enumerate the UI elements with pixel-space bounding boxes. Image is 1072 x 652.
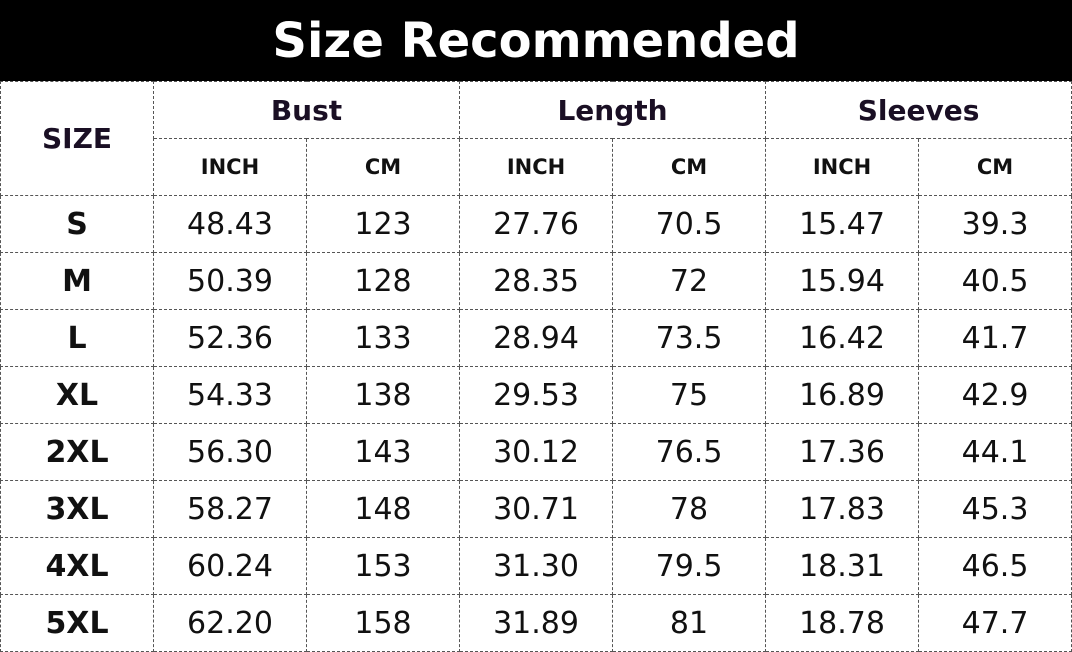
- length-group-header: Length: [459, 81, 767, 139]
- table-row: 4XL 60.24 153 31.30 79.5 18.31 46.5: [0, 537, 1072, 595]
- unit-header: INCH: [153, 138, 307, 196]
- table-cell: 28.35: [459, 252, 614, 310]
- table-cell: 75: [612, 366, 767, 424]
- table-row: S 48.43 123 27.76 70.5 15.47 39.3: [0, 195, 1072, 253]
- table-cell: 45.3: [918, 480, 1072, 538]
- table-row: XL 54.33 138 29.53 75 16.89 42.9: [0, 366, 1072, 424]
- table-cell: 48.43: [153, 195, 307, 253]
- table-cell: 72: [612, 252, 767, 310]
- table-row: 5XL 62.20 158 31.89 81 18.78 47.7: [0, 594, 1072, 652]
- table-cell: 16.89: [765, 366, 920, 424]
- table-cell: 73.5: [612, 309, 767, 367]
- unit-header: CM: [612, 138, 767, 196]
- table-cell: 46.5: [918, 537, 1072, 595]
- table-cell: 148: [305, 480, 461, 538]
- table-cell: 54.33: [153, 366, 307, 424]
- table-cell: 30.71: [459, 480, 614, 538]
- table-cell: 56.30: [153, 423, 307, 481]
- size-label: S: [0, 195, 154, 253]
- table-cell: 39.3: [918, 195, 1072, 253]
- table-cell: 158: [305, 594, 461, 652]
- bust-group-header: Bust: [152, 81, 461, 139]
- table-cell: 123: [305, 195, 461, 253]
- table-cell: 78: [612, 480, 767, 538]
- unit-header-row: INCH CM INCH CM INCH CM: [1, 138, 1072, 196]
- unit-header: INCH: [459, 138, 614, 196]
- table-cell: 15.47: [765, 195, 920, 253]
- table-cell: 31.30: [459, 537, 614, 595]
- table-row: 3XL 58.27 148 30.71 78 17.83 45.3: [0, 480, 1072, 538]
- table-cell: 41.7: [918, 309, 1072, 367]
- table-cell: 62.20: [153, 594, 307, 652]
- table-cell: 15.94: [765, 252, 920, 310]
- table-cell: 76.5: [612, 423, 767, 481]
- table-cell: 18.78: [765, 594, 920, 652]
- table-cell: 79.5: [612, 537, 767, 595]
- size-label: 2XL: [0, 423, 154, 481]
- table-cell: 17.36: [765, 423, 920, 481]
- group-header-row: SIZE Bust Length Sleeves: [0, 81, 1072, 196]
- table-row: M 50.39 128 28.35 72 15.94 40.5: [0, 252, 1072, 310]
- table-cell: 30.12: [459, 423, 614, 481]
- table-cell: 18.31: [765, 537, 920, 595]
- table-cell: 28.94: [459, 309, 614, 367]
- unit-header: CM: [918, 138, 1072, 196]
- unit-header: CM: [305, 138, 461, 196]
- size-label: 3XL: [0, 480, 154, 538]
- table-cell: 42.9: [918, 366, 1072, 424]
- table-cell: 17.83: [765, 480, 920, 538]
- table-cell: 52.36: [153, 309, 307, 367]
- size-label: 5XL: [0, 594, 154, 652]
- table-cell: 44.1: [918, 423, 1072, 481]
- table-cell: 50.39: [153, 252, 307, 310]
- size-column-header: SIZE: [0, 81, 154, 196]
- size-label: M: [0, 252, 154, 310]
- size-table: SIZE Bust Length Sleeves INCH CM INCH CM…: [0, 81, 1072, 652]
- unit-header: INCH: [765, 138, 920, 196]
- table-cell: 81: [612, 594, 767, 652]
- table-cell: 40.5: [918, 252, 1072, 310]
- table-cell: 47.7: [918, 594, 1072, 652]
- size-label: 4XL: [0, 537, 154, 595]
- table-row: L 52.36 133 28.94 73.5 16.42 41.7: [0, 309, 1072, 367]
- table-cell: 58.27: [153, 480, 307, 538]
- table-cell: 128: [305, 252, 461, 310]
- page-title: Size Recommended: [0, 0, 1072, 81]
- table-cell: 31.89: [459, 594, 614, 652]
- table-cell: 29.53: [459, 366, 614, 424]
- table-row: 2XL 56.30 143 30.12 76.5 17.36 44.1: [0, 423, 1072, 481]
- table-cell: 138: [305, 366, 461, 424]
- table-cell: 133: [305, 309, 461, 367]
- size-label: XL: [0, 366, 154, 424]
- table-cell: 143: [305, 423, 461, 481]
- sleeves-group-header: Sleeves: [765, 81, 1072, 139]
- table-cell: 70.5: [612, 195, 767, 253]
- table-cell: 16.42: [765, 309, 920, 367]
- table-cell: 60.24: [153, 537, 307, 595]
- size-label: L: [0, 309, 154, 367]
- table-cell: 153: [305, 537, 461, 595]
- table-cell: 27.76: [459, 195, 614, 253]
